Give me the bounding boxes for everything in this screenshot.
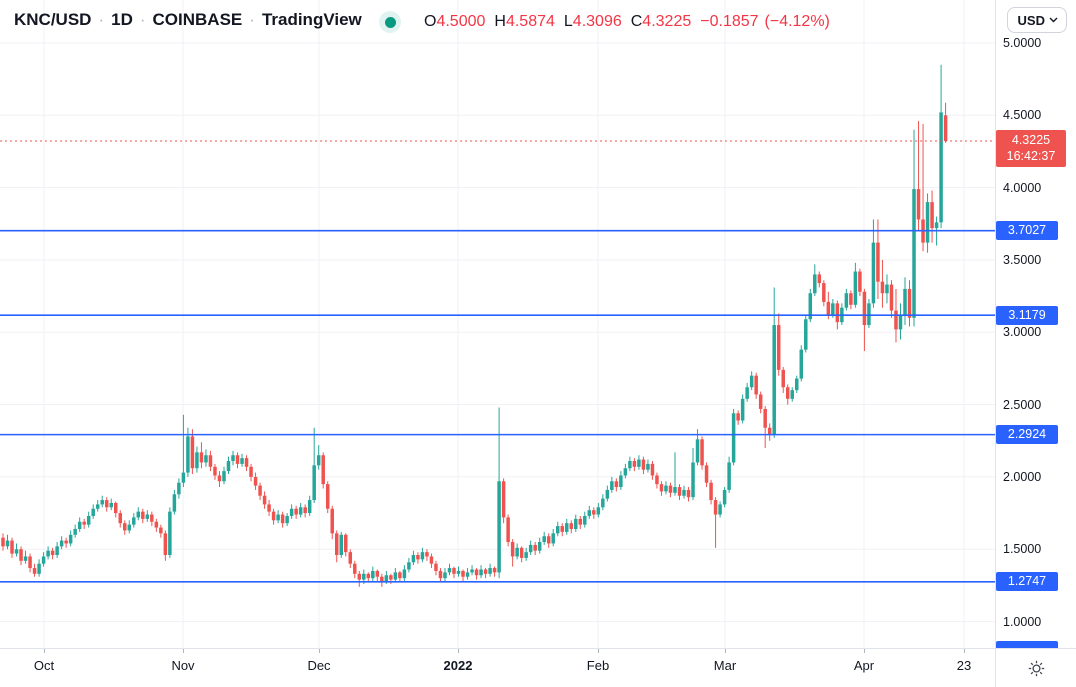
time-tick-label: Mar <box>713 658 737 673</box>
price-tick-label: 4.0000 <box>1003 180 1042 195</box>
time-tick-mark <box>458 649 459 653</box>
time-tick-mark <box>183 649 184 653</box>
level-price-label: 2.2924 <box>996 425 1058 445</box>
axis-settings-corner[interactable] <box>995 648 1076 687</box>
price-tick-label: 5.0000 <box>1003 36 1042 50</box>
clipped-level-label <box>996 641 1058 648</box>
chart-canvas[interactable] <box>0 0 995 648</box>
time-tick-label: Apr <box>853 658 875 673</box>
time-tick-label: 2022 <box>443 658 473 673</box>
chevron-down-icon <box>1049 17 1058 23</box>
time-tick-label: Nov <box>171 658 195 673</box>
current-price-label: 4.3225 16:42:37 <box>996 129 1066 167</box>
price-tick-label: 2.5000 <box>1003 397 1042 412</box>
high-value: 4.5874 <box>505 13 555 30</box>
level-price-label: 3.1179 <box>996 305 1058 325</box>
current-price-value: 4.3225 <box>1011 132 1051 147</box>
time-tick-label: Oct <box>33 658 55 673</box>
time-tick-mark <box>964 649 965 653</box>
interval-label[interactable]: 1D <box>111 10 133 29</box>
brand-link[interactable]: TradingView <box>261 10 362 29</box>
bar-countdown: 16:42:37 <box>1006 148 1056 163</box>
open-value: 4.5000 <box>436 13 486 30</box>
separator-dot: · <box>98 10 105 29</box>
candlestick-series[interactable] <box>1 64 948 587</box>
change-value: −0.1857 <box>700 13 759 30</box>
time-tick-label: Feb <box>586 658 610 673</box>
price-tick-label: 3.0000 <box>1003 325 1042 340</box>
symbol-header: KNC/USD · 1D · COINBASE · TradingView <box>14 10 362 30</box>
exchange-label[interactable]: COINBASE <box>152 10 243 29</box>
low-value: 4.3096 <box>572 13 622 30</box>
close-value: 4.3225 <box>642 13 692 30</box>
gear-icon <box>1028 660 1045 676</box>
currency-dropdown[interactable]: USD <box>1006 7 1067 33</box>
separator-dot: · <box>139 10 146 29</box>
time-tick-mark <box>598 649 599 653</box>
time-tick-mark <box>44 649 45 653</box>
close-label: C <box>630 13 643 30</box>
market-status-halo <box>379 11 401 33</box>
ohlc-readout: O4.5000 H4.5874 L4.3096 C4.3225 −0.1857 … <box>424 13 836 31</box>
separator-dot: · <box>249 10 255 29</box>
change-percent: (−4.12%) <box>764 13 830 30</box>
time-tick-mark <box>725 649 726 653</box>
high-label: H <box>494 13 506 30</box>
time-tick-label: Dec <box>307 658 331 673</box>
horizontal-level-lines[interactable] <box>0 229 995 583</box>
price-tick-label: 3.5000 <box>1003 252 1042 267</box>
time-axis[interactable]: Oct Nov Dec 2022 Feb Mar Apr 23 <box>0 648 1076 687</box>
grid-lines <box>0 0 995 648</box>
low-label: L <box>563 13 573 30</box>
currency-label: USD <box>1017 12 1045 28</box>
market-open-dot-icon <box>384 16 396 28</box>
level-price-label: 1.2747 <box>996 572 1058 592</box>
price-tick-label: 2.0000 <box>1003 469 1042 484</box>
price-tick-label: 4.5000 <box>1003 108 1042 123</box>
candlestick-chart[interactable] <box>0 0 995 648</box>
symbol-title[interactable]: KNC/USD <box>14 10 92 29</box>
level-price-label: 3.7027 <box>996 221 1058 241</box>
price-tick-label: 1.5000 <box>1003 542 1042 557</box>
price-axis[interactable]: 5.0000 4.5000 4.0000 3.5000 3.0000 2.5000 2.00… <box>995 0 1076 648</box>
open-label: O <box>424 13 437 30</box>
time-tick-mark <box>864 649 865 653</box>
price-tick-label: 1.0000 <box>1003 614 1042 629</box>
time-tick-label: 23 <box>956 658 972 673</box>
time-tick-mark <box>319 649 320 653</box>
